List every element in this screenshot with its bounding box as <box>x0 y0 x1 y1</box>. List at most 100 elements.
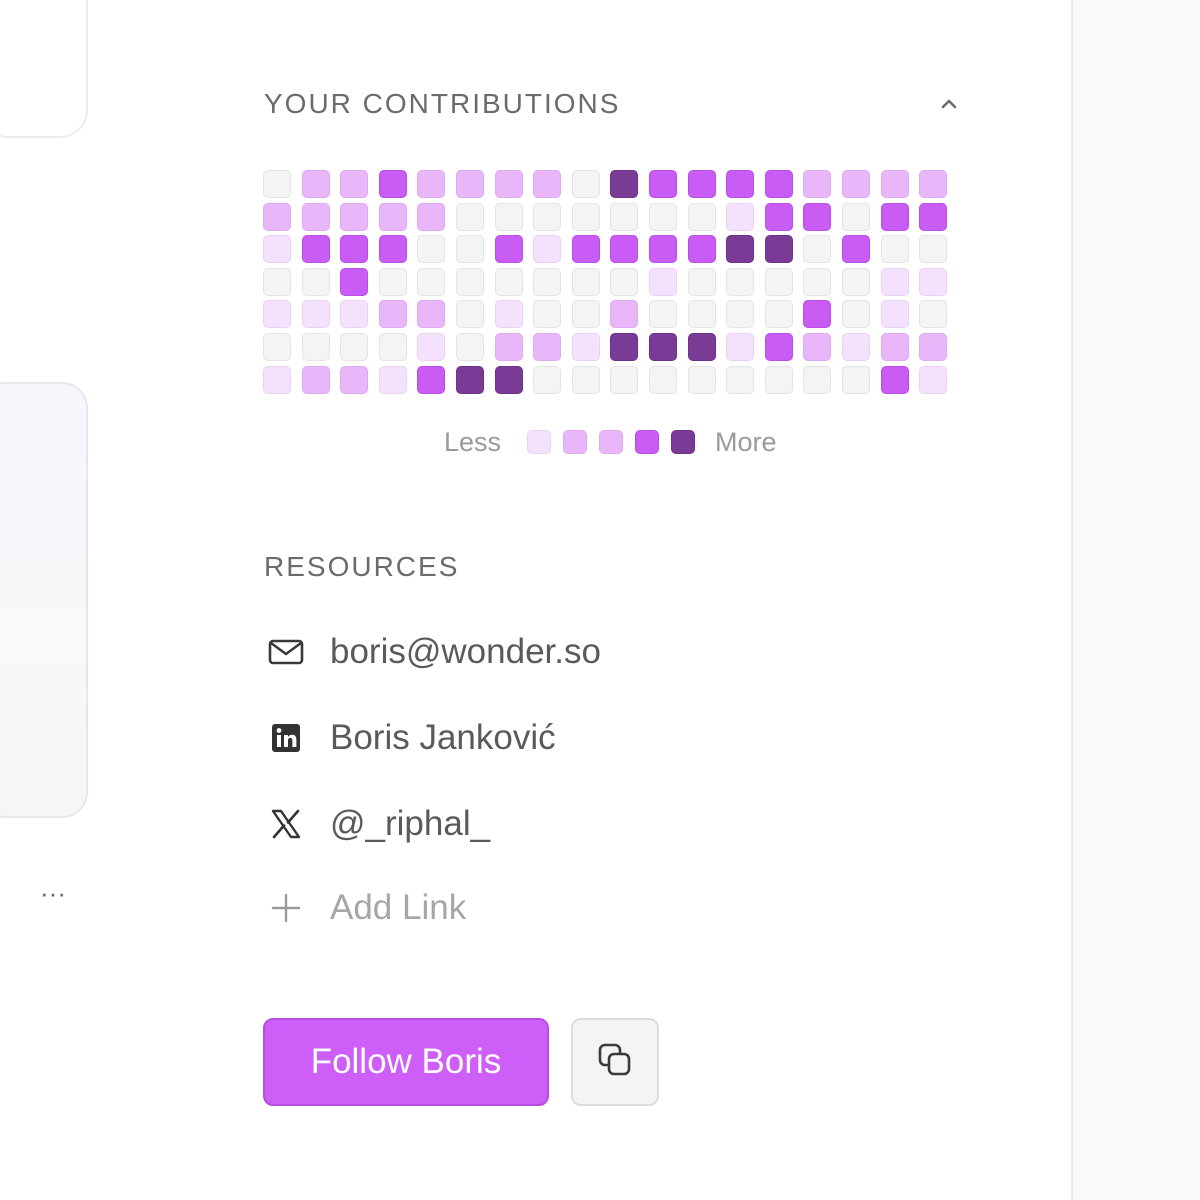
contribution-cell[interactable] <box>571 300 600 329</box>
contribution-cell[interactable] <box>687 267 716 296</box>
contribution-cell[interactable] <box>803 365 832 394</box>
copy-button[interactable] <box>571 1018 659 1106</box>
contribution-cell[interactable] <box>378 202 407 231</box>
contribution-cell[interactable] <box>841 300 870 329</box>
contribution-cell[interactable] <box>494 267 523 296</box>
contribution-cell[interactable] <box>455 267 484 296</box>
chevron-up-icon[interactable] <box>934 92 964 116</box>
contribution-cell[interactable] <box>687 365 716 394</box>
contribution-cell[interactable] <box>610 170 639 198</box>
contribution-cell[interactable] <box>803 300 832 329</box>
contribution-cell[interactable] <box>340 235 369 264</box>
contribution-cell[interactable] <box>533 202 562 231</box>
contribution-cell[interactable] <box>301 365 330 394</box>
contribution-cell[interactable] <box>610 235 639 264</box>
contribution-cell[interactable] <box>880 300 909 329</box>
contribution-cell[interactable] <box>494 202 523 231</box>
contribution-cell[interactable] <box>610 300 639 329</box>
contribution-cell[interactable] <box>571 332 600 361</box>
contribution-cell[interactable] <box>340 170 369 198</box>
contribution-cell[interactable] <box>726 235 755 264</box>
contribution-cell[interactable] <box>841 365 870 394</box>
contribution-cell[interactable] <box>648 170 677 198</box>
contribution-cell[interactable] <box>301 267 330 296</box>
contribution-cell[interactable] <box>533 235 562 264</box>
contribution-cell[interactable] <box>764 235 793 264</box>
contribution-cell[interactable] <box>687 300 716 329</box>
contribution-cell[interactable] <box>919 365 948 394</box>
contribution-cell[interactable] <box>263 235 291 264</box>
contribution-cell[interactable] <box>263 170 291 198</box>
contribution-cell[interactable] <box>880 170 909 198</box>
contribution-cell[interactable] <box>263 202 291 231</box>
contribution-cell[interactable] <box>494 365 523 394</box>
contribution-cell[interactable] <box>726 365 755 394</box>
contribution-cell[interactable] <box>378 267 407 296</box>
contribution-cell[interactable] <box>571 202 600 231</box>
contribution-cell[interactable] <box>610 202 639 231</box>
contribution-cell[interactable] <box>263 267 291 296</box>
contribution-cell[interactable] <box>610 365 639 394</box>
contribution-cell[interactable] <box>919 267 948 296</box>
contribution-cell[interactable] <box>841 267 870 296</box>
contribution-cell[interactable] <box>301 235 330 264</box>
contribution-cell[interactable] <box>880 365 909 394</box>
contribution-cell[interactable] <box>726 170 755 198</box>
contribution-cell[interactable] <box>648 235 677 264</box>
contribution-cell[interactable] <box>803 235 832 264</box>
contribution-cell[interactable] <box>648 332 677 361</box>
contribution-cell[interactable] <box>533 267 562 296</box>
contribution-cell[interactable] <box>764 300 793 329</box>
contribution-cell[interactable] <box>378 365 407 394</box>
resource-email[interactable]: boris@wonder.so <box>264 622 601 682</box>
contribution-cell[interactable] <box>880 332 909 361</box>
add-link-button[interactable]: Add Link <box>264 878 466 938</box>
contribution-cell[interactable] <box>687 202 716 231</box>
contribution-cell[interactable] <box>340 267 369 296</box>
contribution-cell[interactable] <box>841 235 870 264</box>
contribution-cell[interactable] <box>417 235 446 264</box>
contribution-cell[interactable] <box>648 267 677 296</box>
contribution-cell[interactable] <box>455 300 484 329</box>
contribution-cell[interactable] <box>803 267 832 296</box>
contribution-cell[interactable] <box>919 300 948 329</box>
contribution-cell[interactable] <box>494 332 523 361</box>
contribution-cell[interactable] <box>919 235 948 264</box>
contribution-cell[interactable] <box>764 365 793 394</box>
contribution-cell[interactable] <box>687 170 716 198</box>
contribution-cell[interactable] <box>571 235 600 264</box>
contribution-cell[interactable] <box>880 202 909 231</box>
contribution-cell[interactable] <box>417 365 446 394</box>
contribution-cell[interactable] <box>340 365 369 394</box>
contribution-cell[interactable] <box>764 332 793 361</box>
contribution-cell[interactable] <box>687 332 716 361</box>
contribution-cell[interactable] <box>919 170 948 198</box>
contribution-cell[interactable] <box>301 202 330 231</box>
follow-button[interactable]: Follow Boris <box>263 1018 549 1106</box>
contribution-cell[interactable] <box>455 202 484 231</box>
contribution-cell[interactable] <box>301 300 330 329</box>
contribution-cell[interactable] <box>263 300 291 329</box>
contribution-cell[interactable] <box>726 332 755 361</box>
contribution-cell[interactable] <box>841 170 870 198</box>
contribution-cell[interactable] <box>764 170 793 198</box>
contribution-cell[interactable] <box>764 267 793 296</box>
contribution-cell[interactable] <box>726 202 755 231</box>
contribution-cell[interactable] <box>301 332 330 361</box>
contribution-cell[interactable] <box>417 170 446 198</box>
contribution-cell[interactable] <box>533 300 562 329</box>
contribution-cell[interactable] <box>803 202 832 231</box>
contribution-cell[interactable] <box>417 202 446 231</box>
contribution-cell[interactable] <box>610 332 639 361</box>
contribution-cell[interactable] <box>378 332 407 361</box>
contribution-cell[interactable] <box>533 332 562 361</box>
resource-x[interactable]: @_riphal_ <box>264 794 490 854</box>
contribution-cell[interactable] <box>880 267 909 296</box>
contribution-cell[interactable] <box>919 202 948 231</box>
contribution-cell[interactable] <box>455 170 484 198</box>
contribution-cell[interactable] <box>803 332 832 361</box>
contribution-cell[interactable] <box>533 365 562 394</box>
contribution-cell[interactable] <box>841 332 870 361</box>
contribution-cell[interactable] <box>726 300 755 329</box>
contribution-cell[interactable] <box>648 202 677 231</box>
